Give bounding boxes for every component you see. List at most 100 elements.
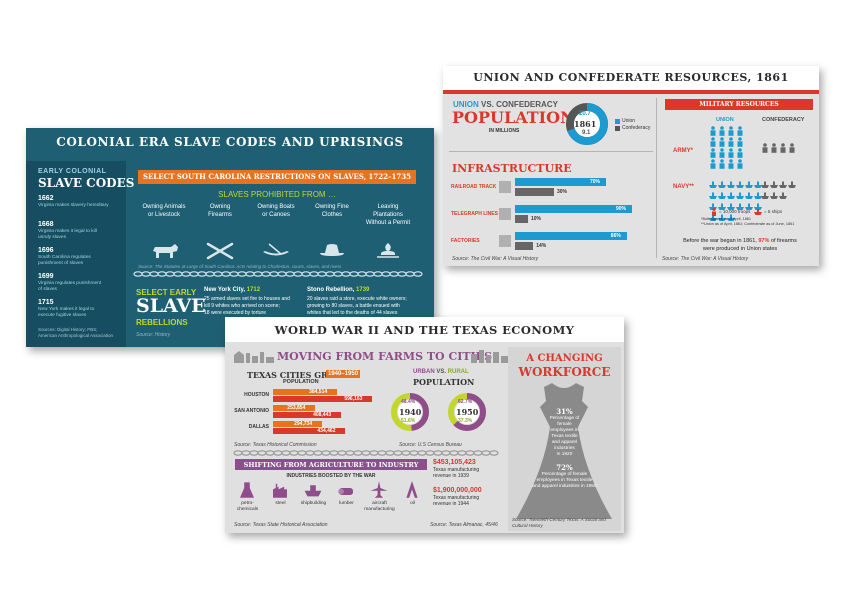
industry-item: oil [396, 481, 429, 521]
military-banner-text: MILITARY RESOURCES [699, 101, 779, 108]
rebellion-text-line: 20 slaves raid a store, execute white ow… [307, 296, 407, 302]
soldier-icon [737, 159, 743, 169]
industry-label: petro-chemicals [231, 501, 264, 513]
code-year: 1668 [38, 221, 54, 228]
legend-troops: = 10,000 troops [719, 209, 751, 214]
infra-value-union: 70% [590, 179, 601, 185]
union-title: UNION AND CONFEDERATE RESOURCES, 1861 [473, 71, 789, 84]
legend-ships: = 5 ships [764, 209, 783, 214]
code-text: Virginia makes it legal to kill [38, 229, 97, 234]
pop-confed-label: CONFEDERACY [496, 100, 558, 109]
ship-icon [727, 181, 735, 188]
prohibited-label-line: Leaving [377, 204, 399, 210]
rebellions-label-1: SELECT EARLY [136, 288, 197, 297]
ship-icon [718, 203, 726, 210]
workforce-panel: A CHANGING WORKFORCE 31% Percentage of f… [508, 347, 621, 531]
industry-label-line: shipbuilding [300, 501, 327, 506]
dress-icon [516, 383, 612, 519]
ship-icon [709, 192, 717, 199]
prohibited-label-line: Without a Permit [365, 220, 411, 226]
oil-derrick-icon [406, 481, 418, 498]
chain-link [293, 271, 303, 277]
chain-link [229, 271, 239, 277]
soldier-icon [728, 148, 734, 158]
chain-link [233, 450, 243, 456]
chain-link [341, 271, 351, 277]
union-title-bar: UNION AND CONFEDERATE RESOURCES, 1861 [443, 66, 819, 90]
rev-1944-text: Texas manufacturing revenue in 1944 [433, 495, 479, 507]
navy-label: NAVY** [673, 184, 694, 190]
soldier-icon [719, 148, 725, 158]
chain-link [401, 450, 411, 456]
infra-source: Source: The Civil War: A Visual History [452, 256, 539, 262]
infra-value-confed: 30% [557, 189, 568, 195]
soldier-icon [710, 159, 716, 169]
infra-label: FACTORIES [451, 238, 480, 244]
chain-link [417, 450, 427, 456]
rev-1944-value: $1,900,000,000 [433, 487, 482, 494]
colonial-title: COLONIAL ERA SLAVE CODES AND UPRISINGS [56, 135, 404, 149]
ship-icon [779, 192, 787, 199]
chain-link [337, 450, 347, 456]
industry-banner-text: SHIFTING FROM AGRICULTURE TO INDUSTRY [243, 461, 419, 469]
ship-icon [718, 192, 726, 199]
firearms-text: of firearms [770, 238, 797, 244]
cow-icon [153, 244, 178, 258]
soldier-icon [780, 143, 786, 153]
rebellion-stono-name: Stono Rebellion, [307, 287, 355, 293]
navy-union-icons [709, 180, 762, 221]
city-bar-1950 [273, 396, 373, 402]
workforce-source-line: Cultural History [512, 523, 543, 528]
industry-item: petro-chemicals [231, 481, 264, 521]
codes-source-line: American Anthropological Association [38, 333, 114, 338]
workforce-text-line: Texas textile [551, 434, 578, 439]
chain-link [149, 271, 159, 277]
ship-icon [727, 192, 735, 199]
rebellion-text-line: 18 were executed by torture [204, 310, 266, 316]
chain-link [305, 450, 315, 456]
city-label: SAN ANTONIO [234, 408, 269, 414]
soldier-icon [719, 126, 725, 136]
cities-chart: HOUSTON 384,514 596,163 SAN ANTONIO 253,854 4… [225, 389, 385, 439]
workforce-text-line: Percentage of [549, 416, 580, 421]
restrictions-banner-text: SELECT SOUTH CAROLINA RESTRICTIONS ON SL… [142, 172, 412, 181]
chain-link [269, 271, 279, 277]
infra-bar-confed [515, 215, 528, 223]
ship-icon [770, 192, 778, 199]
cities-title: TEXAS CITIES GROW [247, 370, 344, 380]
donut-1950 [448, 393, 486, 431]
footnote-line: **Union as of April, 1861; Confederate a… [701, 222, 795, 226]
chain-divider [133, 271, 423, 277]
industry-subtitle: INDUSTRIES BOOSTED BY THE WAR [286, 473, 376, 479]
horizontal-divider [449, 151, 653, 152]
donut-1940 [391, 393, 429, 431]
city-skyline-icon [471, 350, 511, 363]
prohibited-label-line: Plantations [373, 212, 403, 218]
chain-link [393, 450, 403, 456]
code-text: execute fugitive slaves [38, 313, 87, 318]
prohibited-label: Owning Boats or Canoes [248, 203, 304, 219]
urban-label: URBAN [413, 369, 435, 375]
prohibited-item: Owning Animals or Livestock [136, 203, 192, 265]
ship-icon [736, 181, 744, 188]
ship-icon [754, 192, 762, 199]
ship-icon [727, 203, 735, 210]
infra-bar-union [515, 232, 627, 240]
chain-link [489, 450, 499, 456]
infra-bar-union [515, 205, 632, 213]
chain-link [325, 271, 335, 277]
industry-label: shipbuilding [297, 501, 330, 507]
rev-text-line: Texas manufacturing [433, 495, 480, 501]
chain-link [141, 271, 151, 277]
ship-icon [779, 181, 787, 188]
army-confed-icons [761, 143, 801, 157]
rebellion-nyc-year: 1712 [246, 287, 261, 293]
workforce-title-1: A CHANGING [526, 353, 603, 364]
cities-years: 1940–1950 [326, 370, 361, 378]
vs-label: VS. [436, 369, 447, 375]
chain-link [257, 450, 267, 456]
code-item: 1696 South Carolina regulates punishment o… [38, 247, 124, 267]
soldier-icon [719, 159, 725, 169]
chain-link [377, 450, 387, 456]
farms-title: MOVING FROM FARMS TO CITIES [277, 350, 493, 363]
